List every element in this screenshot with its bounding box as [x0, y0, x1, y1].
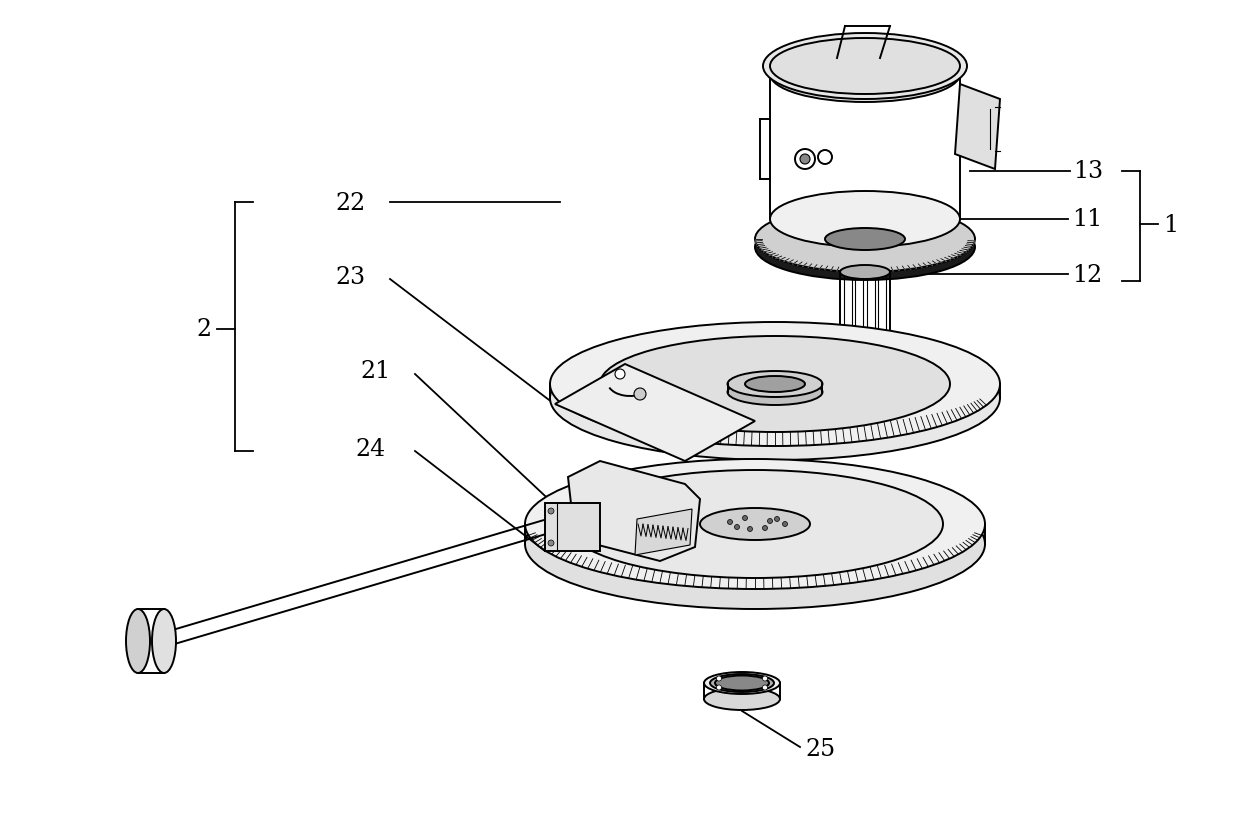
Ellipse shape [525, 459, 985, 590]
Circle shape [818, 151, 832, 165]
Circle shape [734, 525, 739, 530]
Text: 12: 12 [1073, 263, 1102, 286]
Ellipse shape [830, 350, 900, 365]
Circle shape [763, 526, 768, 531]
Ellipse shape [770, 192, 960, 247]
Ellipse shape [755, 215, 975, 281]
Circle shape [615, 369, 625, 379]
Ellipse shape [815, 65, 915, 85]
Circle shape [634, 388, 646, 400]
Text: 22: 22 [335, 192, 366, 215]
Ellipse shape [715, 676, 769, 690]
Ellipse shape [701, 509, 810, 541]
Polygon shape [635, 509, 692, 555]
Circle shape [717, 676, 722, 681]
Circle shape [548, 541, 554, 546]
Ellipse shape [755, 206, 975, 273]
Text: 1: 1 [1163, 213, 1178, 236]
Ellipse shape [525, 479, 985, 609]
Ellipse shape [551, 323, 999, 446]
Text: 24: 24 [355, 438, 386, 461]
Ellipse shape [745, 377, 805, 392]
Circle shape [728, 520, 733, 525]
Polygon shape [568, 461, 701, 561]
Ellipse shape [153, 609, 176, 673]
Ellipse shape [567, 470, 942, 578]
Circle shape [782, 522, 787, 527]
Ellipse shape [763, 34, 967, 100]
Text: 2: 2 [197, 318, 212, 341]
Text: 25: 25 [805, 738, 835, 761]
Ellipse shape [551, 337, 999, 460]
Ellipse shape [126, 609, 150, 673]
Polygon shape [556, 364, 755, 461]
Ellipse shape [839, 342, 890, 356]
Ellipse shape [600, 337, 950, 432]
Circle shape [763, 686, 768, 690]
Ellipse shape [825, 229, 905, 251]
Circle shape [743, 516, 748, 521]
Ellipse shape [835, 69, 895, 81]
Text: 23: 23 [335, 265, 365, 288]
Ellipse shape [711, 674, 774, 692]
Circle shape [795, 150, 815, 170]
Ellipse shape [770, 47, 960, 103]
Bar [546, 504, 600, 551]
Circle shape [800, 155, 810, 165]
Circle shape [748, 527, 753, 532]
Ellipse shape [839, 265, 890, 279]
Circle shape [768, 519, 773, 524]
Ellipse shape [770, 39, 960, 95]
Text: 13: 13 [1073, 161, 1104, 183]
Circle shape [775, 517, 780, 522]
Ellipse shape [704, 672, 780, 695]
Circle shape [548, 509, 554, 514]
Text: 11: 11 [1073, 208, 1102, 231]
Circle shape [717, 686, 722, 690]
Text: 21: 21 [360, 360, 391, 383]
Ellipse shape [704, 688, 780, 710]
Ellipse shape [728, 372, 822, 397]
Ellipse shape [728, 379, 822, 405]
Polygon shape [955, 85, 999, 170]
Circle shape [763, 676, 768, 681]
